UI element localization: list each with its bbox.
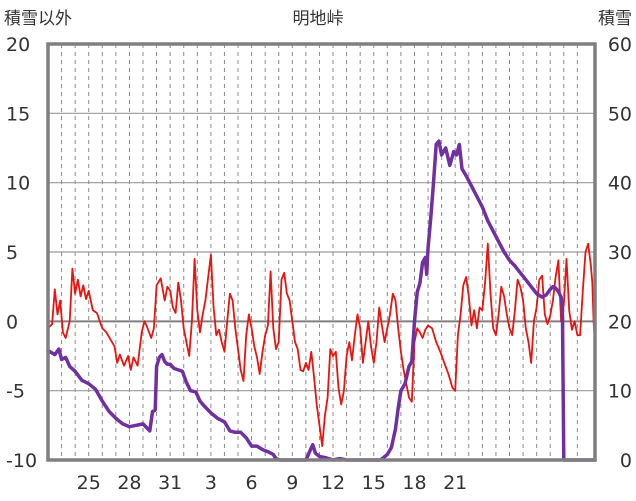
series-line-other [47,242,596,447]
y-left-tick-label: 20 [6,34,30,56]
y-right-tick-label: 40 [608,173,632,195]
x-tick-label: 15 [362,472,386,494]
chart-title: 明地峠 [293,9,344,29]
y-left-tick-label: -5 [6,381,25,403]
x-tick-label: 25 [77,472,101,494]
y-left-tick-label: 0 [6,311,18,333]
y-left-tick-label: 10 [6,173,30,195]
y-left-tick-label: -10 [6,450,37,472]
y-right-tick-label: 10 [608,381,632,403]
y-right-tick-label: 0 [620,450,632,472]
x-tick-label: 9 [286,472,298,494]
y-right-tick-label: 20 [608,311,632,333]
y-left-tick-label: 5 [6,242,18,264]
x-tick-label: 28 [117,472,141,494]
x-tick-label: 12 [321,472,345,494]
plot-frame [46,42,597,462]
x-tick-label: 21 [443,472,467,494]
right-axis-title: 積雪 [598,9,632,29]
x-tick-label: 18 [402,472,426,494]
x-tick-label: 6 [246,472,258,494]
y-right-tick-label: 30 [608,242,632,264]
y-left-tick-label: 15 [6,103,30,125]
y-right-tick-label: 50 [608,103,632,125]
x-tick-label: 31 [158,472,182,494]
x-tick-label: 3 [205,472,217,494]
grid [48,44,595,460]
y-right-tick-label: 60 [608,34,632,56]
left-axis-title: 積雪以外 [4,9,72,29]
